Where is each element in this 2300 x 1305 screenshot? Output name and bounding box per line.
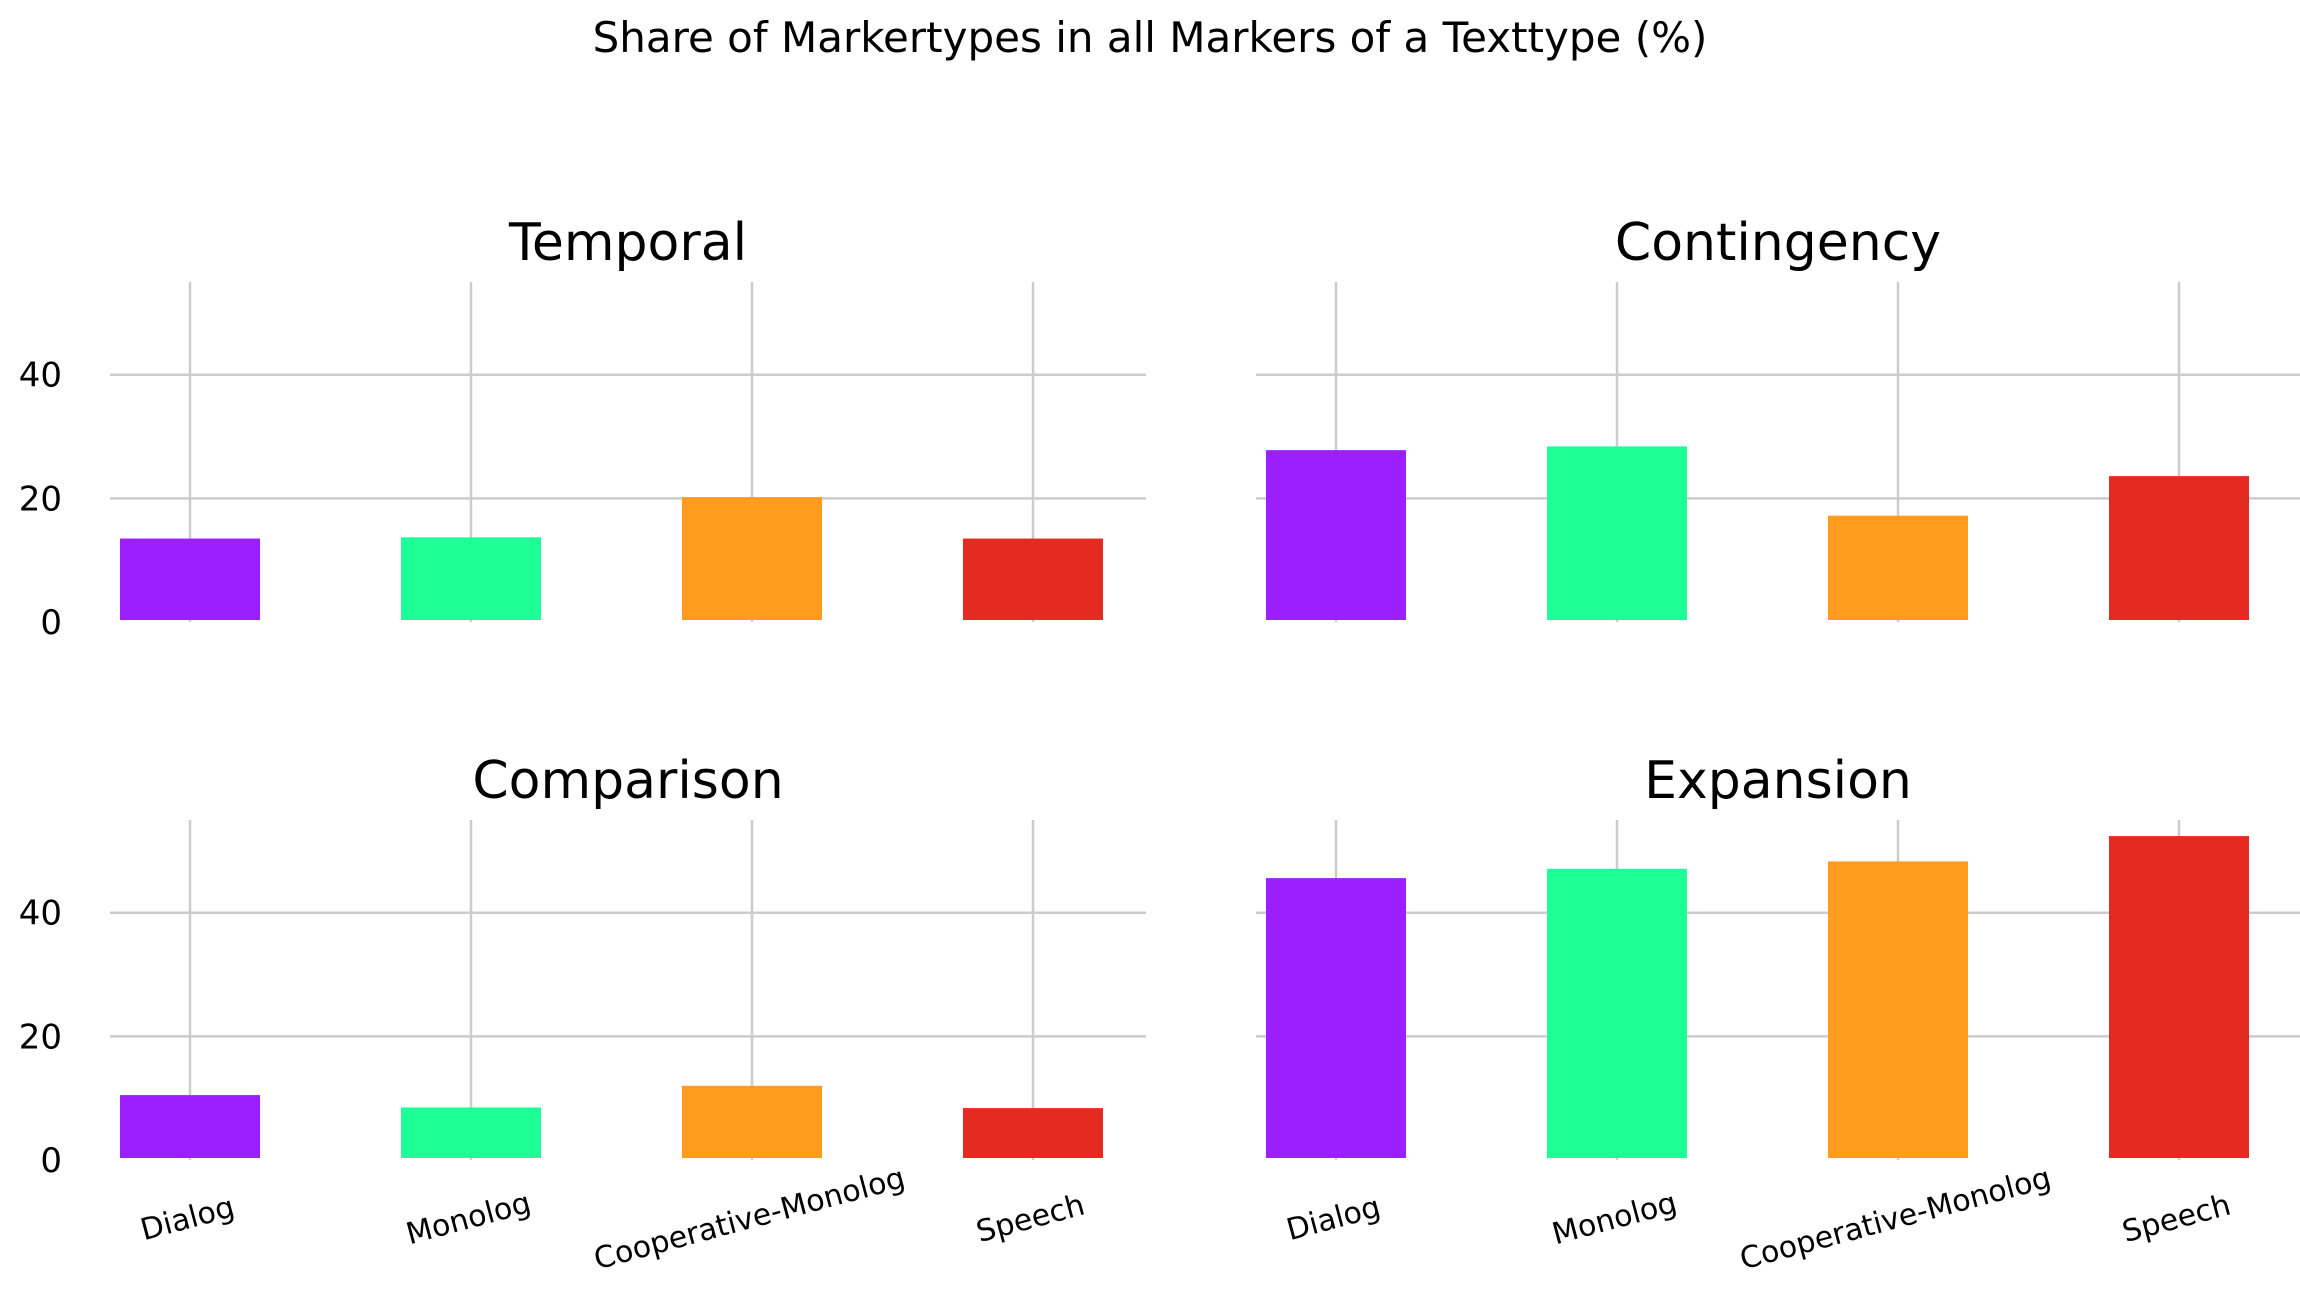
bar-cooperative-monolog [1828, 515, 1968, 620]
x-tick-label: Speech [973, 1188, 1089, 1250]
bar-dialog [1266, 878, 1406, 1158]
x-tick-label: Monolog [1549, 1185, 1681, 1252]
subplot-expansion: Expansion Dialog Monolog Cooperative-Monolo… [1256, 751, 2300, 1277]
y-tick-label: 0 [40, 1141, 62, 1181]
bar-speech [963, 1108, 1103, 1158]
subplot-contingency: Contingency [1256, 213, 2300, 622]
x-tick-label: Dialog [137, 1190, 238, 1249]
subplot-title: Contingency [1615, 213, 1941, 273]
bar-monolog [401, 537, 541, 620]
y-tick-label: 0 [40, 603, 62, 643]
y-tick-label: 40 [19, 894, 62, 934]
x-tick-label: Cooperative-Monolog [1736, 1160, 2055, 1277]
x-tick-label: Monolog [403, 1185, 535, 1252]
x-tick-label: Speech [2119, 1188, 2235, 1250]
bar-dialog [120, 538, 260, 620]
bar-cooperative-monolog [1828, 861, 1968, 1158]
bar-monolog [1547, 868, 1687, 1158]
bar-monolog [401, 1107, 541, 1158]
bar-cooperative-monolog [682, 1085, 822, 1158]
subplot-comparison: Comparison 0 20 40 Dialog Monolog Cooperative-… [19, 751, 1146, 1277]
bar-dialog [1266, 450, 1406, 620]
y-tick-label: 40 [19, 356, 62, 396]
subplot-temporal: Temporal 0 20 40 [19, 213, 1146, 643]
subplot-title: Expansion [1644, 751, 1912, 811]
x-tick-label: Cooperative-Monolog [590, 1160, 909, 1277]
bar-monolog [1547, 446, 1687, 620]
subplot-title: Comparison [472, 751, 783, 811]
bar-dialog [120, 1095, 260, 1158]
bar-cooperative-monolog [682, 497, 822, 620]
bar-speech [963, 538, 1103, 620]
y-tick-label: 20 [19, 1017, 62, 1057]
y-tick-label: 20 [19, 479, 62, 519]
bar-speech [2109, 476, 2249, 620]
figure-title: Share of Markertypes in all Markers of a… [593, 13, 1708, 62]
subplot-title: Temporal [508, 213, 747, 273]
bar-speech [2109, 836, 2249, 1158]
x-tick-label: Dialog [1283, 1190, 1384, 1249]
